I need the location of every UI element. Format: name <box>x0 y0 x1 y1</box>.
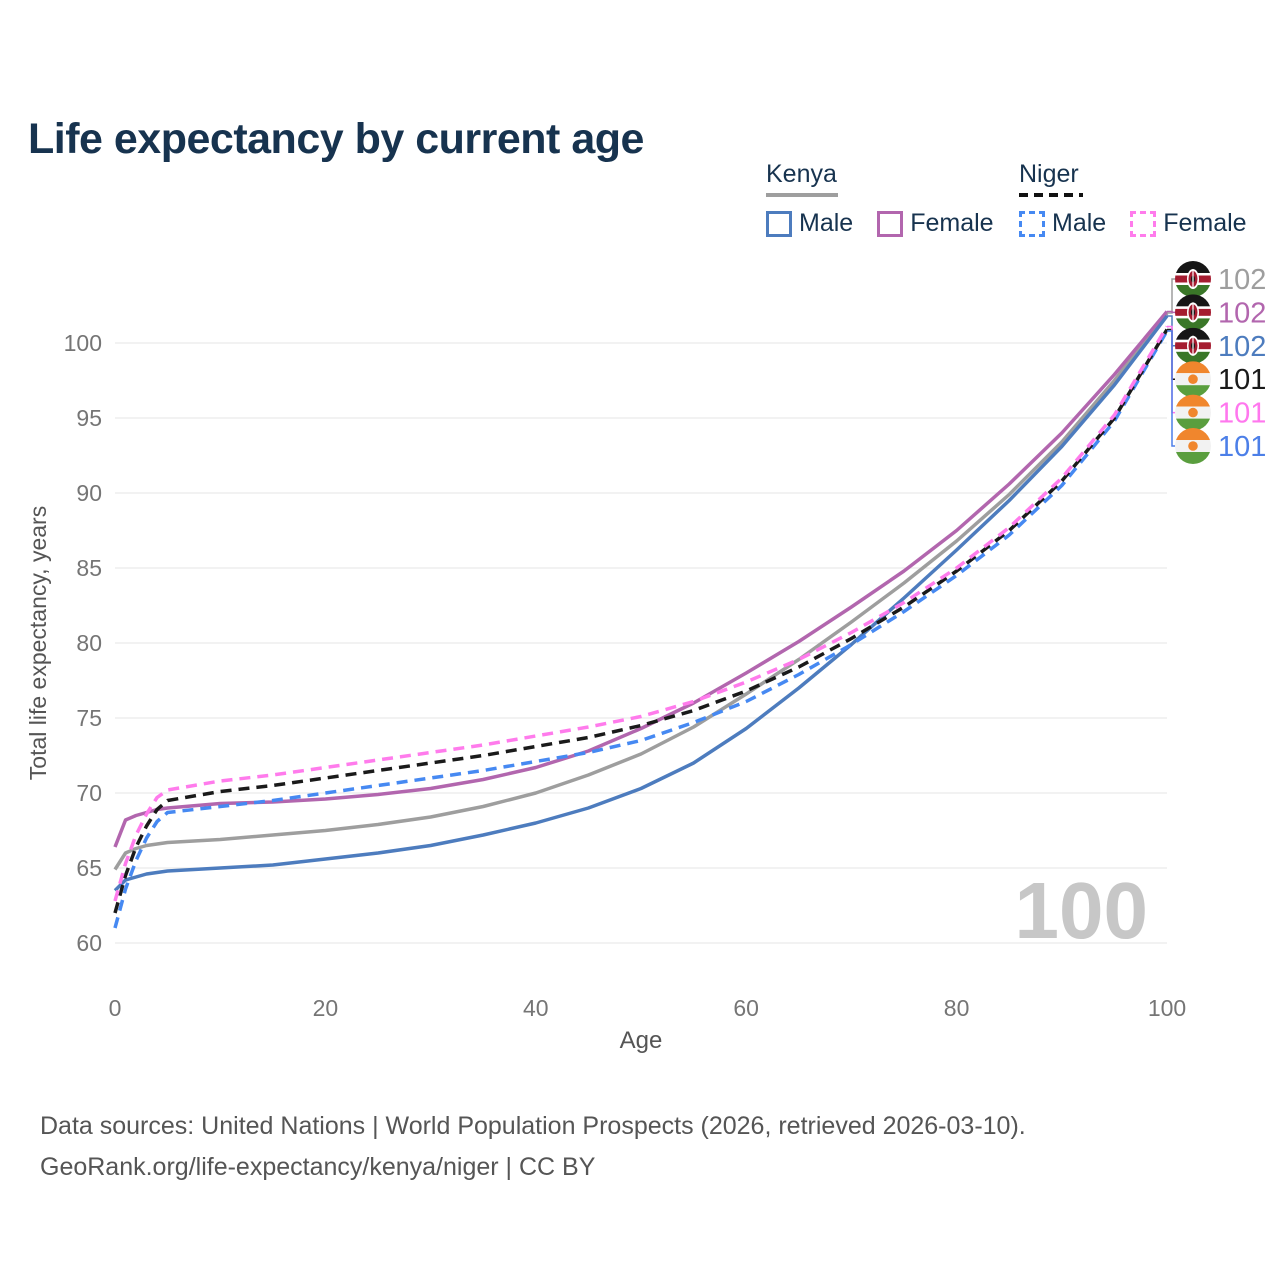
series-niger_male-line[interactable] <box>113 330 1169 929</box>
attribution-line: GeoRank.org/life-expectancy/kenya/niger … <box>40 1153 596 1181</box>
niger-flag-icon <box>1175 428 1211 464</box>
x-tick-100: 100 <box>1148 995 1186 1021</box>
leader-line-niger_female <box>1167 325 1175 414</box>
legend-niger-underline <box>1019 193 1083 197</box>
legend-label-kenya-female[interactable]: Female <box>910 209 994 237</box>
legend-kenya-title: Kenya <box>766 160 837 188</box>
legend-niger-title: Niger <box>1019 160 1079 188</box>
source-footer: Data sources: United Nations | World Pop… <box>40 1106 1026 1188</box>
legend-label-niger-female[interactable]: Female <box>1163 209 1247 237</box>
page-title: Life expectancy by current age <box>28 114 644 163</box>
series-kenya_male-line[interactable] <box>113 314 1169 892</box>
end-value-kenya_male: 102 <box>1218 331 1266 363</box>
niger-flag-icon <box>1175 361 1211 398</box>
legend-swatch-kenya-female[interactable] <box>877 210 904 237</box>
legend-kenya-underline <box>766 193 838 197</box>
y-tick-60: 60 <box>76 930 102 956</box>
end-value-niger_male: 101 <box>1218 431 1266 463</box>
y-tick-70: 70 <box>76 780 102 806</box>
x-tick-80: 80 <box>944 995 970 1021</box>
x-axis-label: Age <box>620 1027 663 1054</box>
x-tick-20: 20 <box>313 995 339 1021</box>
series-kenya_female-line[interactable] <box>113 310 1169 848</box>
legend-swatch-niger-male[interactable] <box>1019 210 1045 237</box>
leader-line-kenya_female <box>1167 310 1175 314</box>
legend-group-niger: Niger Male Female <box>1019 160 1271 238</box>
legend-group-kenya: Kenya Male Female <box>766 160 1018 238</box>
data-sources-line: Data sources: United Nations | World Pop… <box>40 1112 1026 1140</box>
kenya-flag-icon <box>1175 261 1211 297</box>
end-value-niger_total: 101 <box>1218 364 1266 396</box>
legend-label-niger-male[interactable]: Male <box>1052 209 1107 237</box>
kenya-flag-icon <box>1175 327 1211 364</box>
series-niger_female-line[interactable] <box>113 325 1169 902</box>
series-kenya_total-line[interactable] <box>113 311 1169 871</box>
leader-line-niger_total <box>1167 328 1175 380</box>
y-tick-75: 75 <box>76 705 102 731</box>
y-tick-95: 95 <box>76 405 102 431</box>
leader-line-niger_male <box>1167 330 1175 447</box>
y-tick-65: 65 <box>76 855 102 881</box>
x-tick-0: 0 <box>109 995 122 1021</box>
end-value-kenya_female: 102 <box>1218 297 1266 329</box>
niger-flag-icon <box>1175 394 1211 431</box>
leader-line-kenya_total <box>1167 278 1175 314</box>
kenya-flag-icon <box>1175 294 1211 331</box>
end-value-niger_female: 101 <box>1218 398 1266 430</box>
end-value-kenya_total: 102 <box>1218 264 1266 296</box>
legend-label-kenya-male[interactable]: Male <box>799 209 854 237</box>
y-tick-100: 100 <box>64 330 102 356</box>
y-axis-label: Total life expectancy, years <box>25 506 51 780</box>
y-tick-80: 80 <box>76 630 102 656</box>
x-tick-60: 60 <box>733 995 759 1021</box>
x-tick-40: 40 <box>523 995 549 1021</box>
legend-swatch-niger-female[interactable] <box>1130 210 1157 237</box>
y-tick-90: 90 <box>76 480 102 506</box>
age-counter-watermark: 100 <box>1015 866 1148 955</box>
legend-swatch-kenya-male[interactable] <box>766 210 792 237</box>
y-tick-85: 85 <box>76 555 102 581</box>
series-niger_total-line[interactable] <box>113 328 1169 914</box>
